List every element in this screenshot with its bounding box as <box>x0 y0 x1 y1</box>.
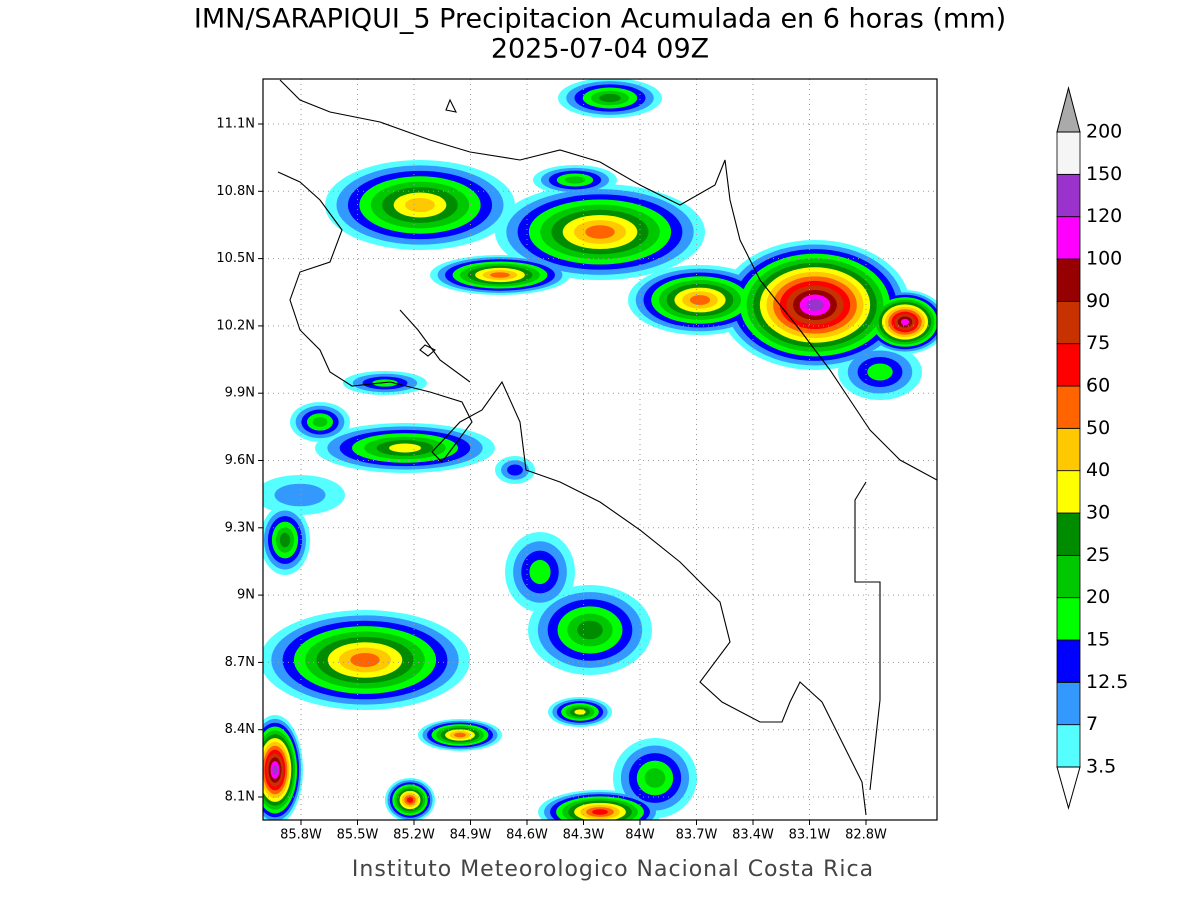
colorbar-box <box>1056 597 1081 641</box>
precip-contour <box>388 443 422 453</box>
subtitle: 2025-07-04 09Z <box>491 34 709 65</box>
lon-label: 84W <box>625 828 655 843</box>
border <box>854 481 881 791</box>
lat-label: 9.9N <box>225 386 255 401</box>
colorbar-box <box>1056 512 1081 556</box>
colorbar-box <box>1056 343 1081 387</box>
lon-label: 83.4W <box>732 828 774 843</box>
colorbar-label: 15 <box>1086 629 1110 651</box>
precip-contour <box>405 197 435 213</box>
map-frame <box>262 78 938 821</box>
lat-label: 8.4N <box>225 722 255 737</box>
title: IMN/SARAPIQUI_5 Precipitacion Acumulada … <box>194 4 1006 35</box>
lat-label: 9N <box>237 588 255 603</box>
precip-field <box>263 79 937 820</box>
coastline <box>399 309 471 383</box>
precip-contour <box>867 363 893 381</box>
precip-contour <box>564 176 586 184</box>
colorbar-over <box>1056 86 1081 133</box>
precip-contour <box>529 559 551 585</box>
precip-contour <box>806 299 824 311</box>
lat-label: 10.5N <box>216 251 255 266</box>
lon-label: 85.8W <box>280 828 322 843</box>
footer: Instituto Meteorologico Nacional Costa R… <box>352 857 874 882</box>
colorbar-label: 120 <box>1086 205 1122 227</box>
colorbar-box <box>1056 724 1081 768</box>
lat-label: 10.8N <box>216 184 255 199</box>
precip-contour <box>900 318 910 326</box>
precip-contour <box>599 93 621 103</box>
colorbar-box <box>1056 216 1081 260</box>
colorbar-box <box>1056 427 1081 472</box>
precip-contour <box>406 797 414 803</box>
colorbar-box <box>1056 554 1081 599</box>
colorbar-label: 7 <box>1086 713 1098 735</box>
coastline <box>277 171 867 816</box>
lon-label: 82.8W <box>845 828 887 843</box>
colorbar-label: 30 <box>1086 502 1110 524</box>
precip-contour <box>272 765 278 775</box>
colorbar-label: 60 <box>1086 375 1110 397</box>
precip-contour <box>274 483 326 507</box>
colorbar-box <box>1056 131 1081 175</box>
lat-label: 9.6N <box>225 453 255 468</box>
colorbar-box <box>1056 385 1081 429</box>
precip-contour <box>592 809 608 815</box>
colorbar-label: 75 <box>1086 332 1110 354</box>
coastline <box>419 98 457 357</box>
precip-contour <box>507 464 523 476</box>
lon-label: 84.9W <box>450 828 492 843</box>
coastlines <box>277 79 937 816</box>
precip-contour <box>577 620 603 640</box>
lon-label: 83.1W <box>789 828 831 843</box>
lat-label: 9.3N <box>225 520 255 535</box>
colorbar-label: 100 <box>1086 248 1122 270</box>
colorbar-box <box>1056 639 1081 683</box>
colorbar-box <box>1056 300 1081 345</box>
colorbar-label: 200 <box>1086 121 1122 143</box>
precip-contour <box>585 225 615 239</box>
colorbar-label: 25 <box>1086 544 1110 566</box>
precip-contour <box>689 295 711 305</box>
grid: 11.1N 10.8N 10.5N 10.2N 9.9N 9.6N 9.3N 9N 8.7N 8.… <box>216 79 937 843</box>
precip-contour <box>574 709 586 715</box>
precip-contour <box>312 417 328 427</box>
lon-label: 84.3W <box>563 828 605 843</box>
colorbar-label: 90 <box>1086 290 1110 312</box>
colorbar-box <box>1056 173 1081 218</box>
colorbar-box <box>1056 681 1081 726</box>
lat-label: 11.1N <box>216 117 255 132</box>
precip-contour <box>279 532 291 548</box>
colorbar: 3.5 7 12.5 15 20 25 30 40 50 60 75 90 100 120 150 200 <box>1056 86 1128 810</box>
colorbar-label: 20 <box>1086 586 1110 608</box>
lat-label: 10.2N <box>216 318 255 333</box>
precip-contour <box>644 768 666 788</box>
lon-label: 85.2W <box>393 828 435 843</box>
coastline <box>279 79 937 481</box>
lon-label: 83.7W <box>676 828 718 843</box>
colorbar-label: 40 <box>1086 459 1110 481</box>
colorbar-label: 12.5 <box>1086 671 1128 693</box>
lon-label: 84.6W <box>506 828 548 843</box>
colorbar-label: 150 <box>1086 163 1122 185</box>
precip-contour <box>350 653 380 667</box>
lat-label: 8.1N <box>225 790 255 805</box>
colorbar-label: 50 <box>1086 417 1110 439</box>
colorbar-label: 3.5 <box>1086 756 1116 778</box>
precip-contour <box>454 732 466 738</box>
colorbar-box <box>1056 470 1081 514</box>
colorbar-box <box>1056 258 1081 302</box>
colorbar-under <box>1056 766 1081 810</box>
precip-contour <box>490 272 510 278</box>
lon-label: 85.5W <box>337 828 379 843</box>
lat-label: 8.7N <box>225 655 255 670</box>
